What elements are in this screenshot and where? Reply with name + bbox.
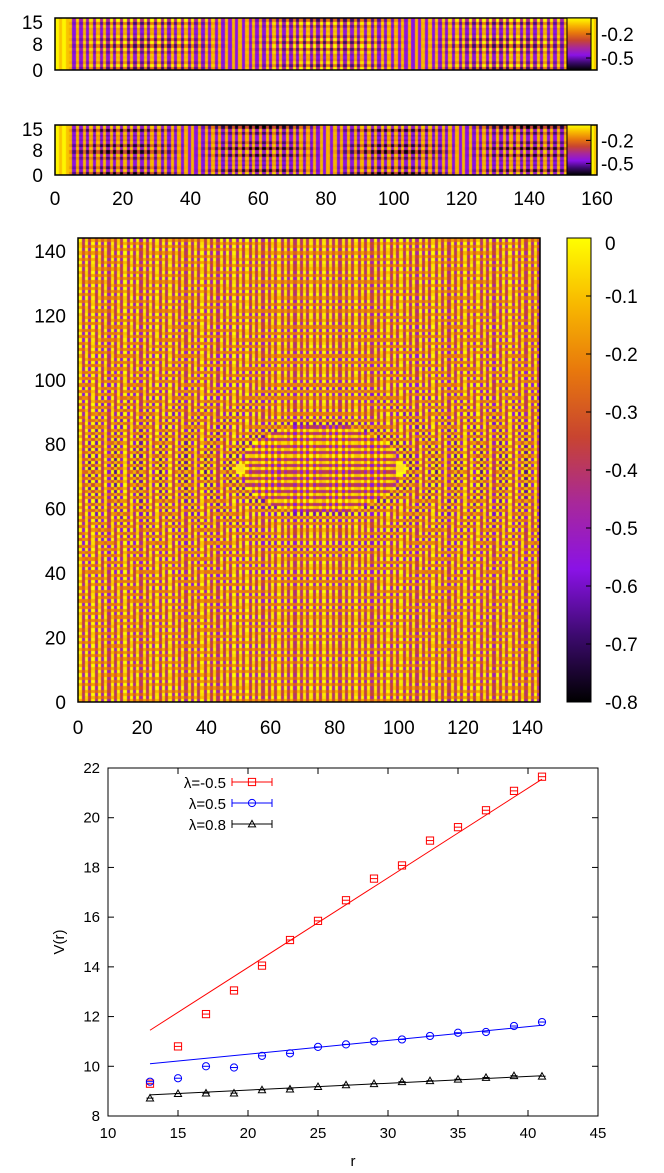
strip-2-frame	[54, 124, 598, 176]
square-xtick: 100	[383, 718, 415, 739]
strip-1-ytick: 0	[32, 61, 43, 82]
square-ytick: 80	[45, 435, 66, 456]
potential-ytick-label: 10	[83, 1058, 100, 1075]
square-ytick: 0	[55, 693, 66, 714]
square-colorbar-label: -0.2	[605, 345, 638, 366]
potential-xtick-label: 30	[380, 1125, 397, 1142]
square-xtick: 80	[324, 718, 345, 739]
strip-1-colorbar-frame	[566, 17, 592, 71]
strip-2-ytick: 0	[32, 166, 43, 187]
square-colorbar-label: -0.8	[605, 693, 638, 714]
source-marker	[396, 464, 405, 473]
strip-2-xtick: 160	[581, 189, 613, 210]
potential-xtick-label: 25	[310, 1125, 327, 1142]
square-xtick: 0	[73, 718, 84, 739]
square-colorbar-label: 0	[605, 234, 616, 255]
square-ytick: 40	[45, 564, 66, 585]
potential-xtick-label: 45	[590, 1125, 607, 1142]
square-xtick: 40	[196, 718, 217, 739]
strip-1-frame	[54, 17, 598, 71]
potential-ytick-label: 8	[92, 1108, 100, 1125]
strip-2-colorbar-label: -0.5	[601, 154, 634, 175]
strip-2-xtick: 60	[248, 189, 269, 210]
legend-label-series-1: λ=-0.5	[184, 775, 226, 792]
fit-line-series-1	[149, 778, 543, 1031]
potential-plot-frame	[107, 767, 599, 1117]
potential-ytick-label: 14	[83, 959, 100, 976]
square-xtick: 60	[260, 718, 281, 739]
strip-1-colorbar-label: -0.2	[601, 25, 634, 46]
strip-2-xtick: 0	[50, 189, 61, 210]
square-ytick: 20	[45, 629, 66, 650]
potential-xtick-label: 35	[450, 1125, 467, 1142]
potential-xtick-label: 20	[240, 1125, 257, 1142]
potential-ytick-label: 16	[83, 909, 100, 926]
square-frame	[77, 237, 541, 703]
square-xtick: 20	[132, 718, 153, 739]
potential-xtick-label: 40	[520, 1125, 537, 1142]
source-marker	[236, 464, 245, 473]
square-colorbar-label: -0.5	[605, 519, 638, 540]
strip-1-colorbar	[567, 18, 591, 70]
strip-1-colorbar-label: -0.5	[601, 49, 634, 70]
strip-2-xtick: 40	[180, 189, 201, 210]
potential-xtick-label: 15	[170, 1125, 187, 1142]
strip-2-xtick: 120	[446, 189, 478, 210]
strip-2-heatmap	[55, 125, 597, 175]
potential-ytick-label: 20	[83, 810, 100, 827]
strip-1-ytick: 15	[22, 13, 43, 34]
square-ytick: 120	[34, 306, 66, 327]
square-colorbar-label: -0.6	[605, 577, 638, 598]
legend-label-series-2: λ=0.5	[189, 796, 226, 813]
square-colorbar-label: -0.1	[605, 287, 638, 308]
potential-xlabel: r	[351, 1153, 356, 1170]
square-xtick: 120	[447, 718, 479, 739]
legend-label-series-3: λ=0.8	[189, 817, 226, 834]
potential-ylabel: V(r)	[51, 930, 68, 955]
square-xtick: 140	[511, 718, 543, 739]
strip-1-heatmap	[55, 18, 597, 70]
square-colorbar-label: -0.7	[605, 635, 638, 656]
strip-2-colorbar-frame	[566, 124, 592, 176]
square-colorbar-label: -0.4	[605, 461, 638, 482]
strip-2-xtick: 140	[513, 189, 545, 210]
potential-ytick-label: 18	[83, 859, 100, 876]
strip-2-colorbar	[567, 125, 591, 175]
potential-ytick-label: 22	[83, 760, 100, 777]
square-ytick: 140	[34, 242, 66, 263]
strip-2-xtick: 100	[378, 189, 410, 210]
square-ytick: 100	[34, 371, 66, 392]
strip-2-ytick: 15	[22, 120, 43, 141]
strip-2-xtick: 20	[112, 189, 133, 210]
strip-2-xtick: 80	[315, 189, 336, 210]
strip-1-ytick: 8	[32, 35, 43, 56]
strip-2-colorbar-label: -0.2	[601, 131, 634, 152]
strip-2-ytick: 8	[32, 141, 43, 162]
potential-ytick-label: 12	[83, 1009, 100, 1026]
potential-xtick-label: 10	[100, 1125, 117, 1142]
square-heatmap	[78, 238, 540, 702]
square-ytick: 60	[45, 500, 66, 521]
square-colorbar-label: -0.3	[605, 403, 638, 424]
